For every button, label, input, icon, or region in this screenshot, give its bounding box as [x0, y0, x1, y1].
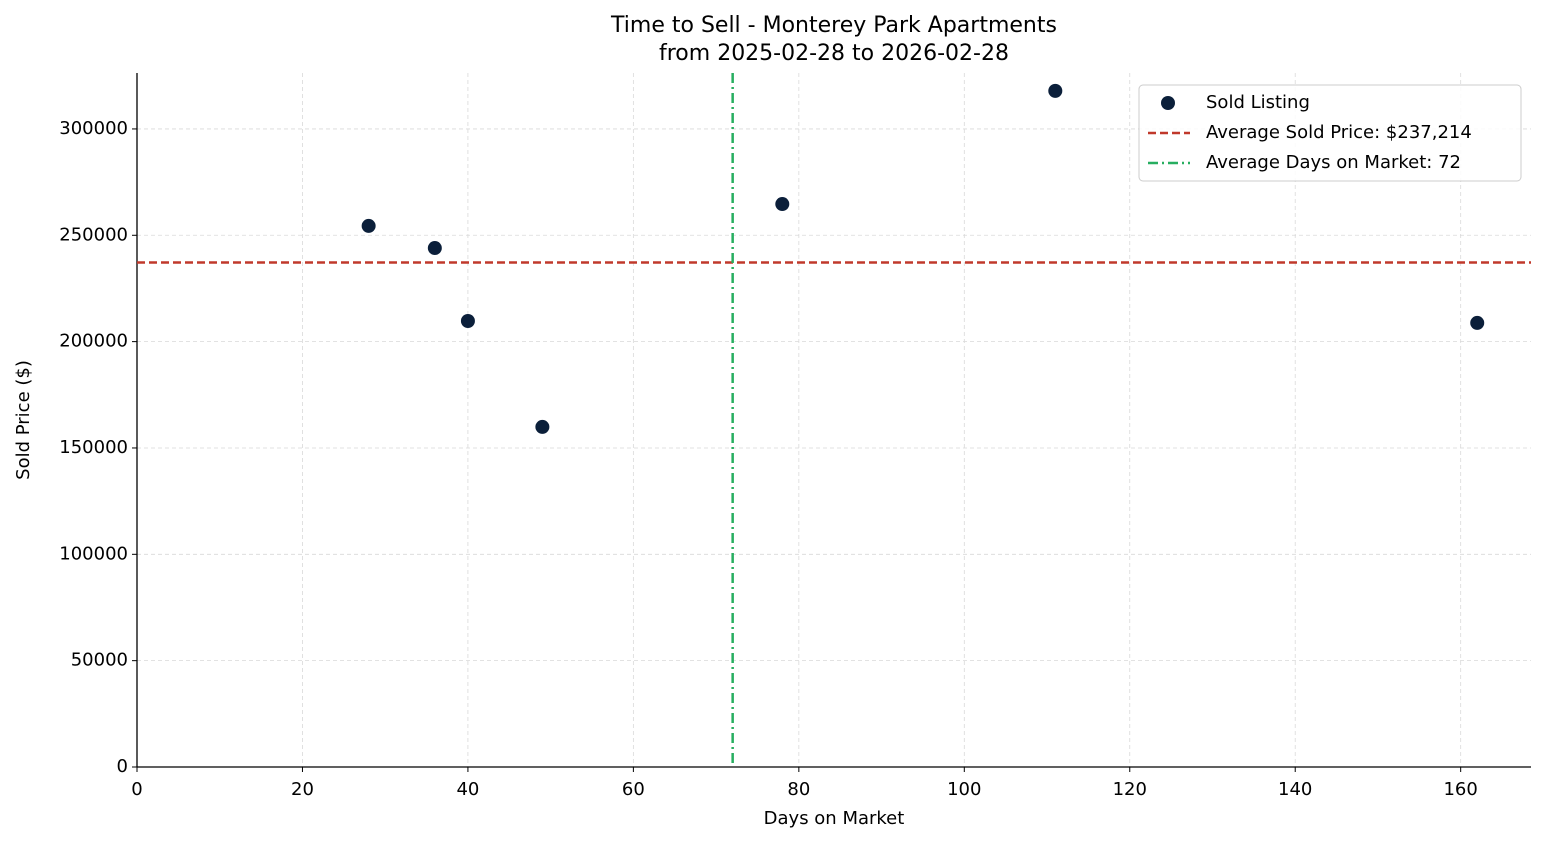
chart-subtitle: from 2025-02-28 to 2026-02-28	[659, 41, 1009, 66]
x-tick-label: 120	[1113, 779, 1147, 800]
y-tick-label: 0	[117, 756, 128, 777]
x-tick-label: 60	[622, 779, 645, 800]
x-axis-label: Days on Market	[764, 808, 905, 829]
y-axis-label: Sold Price ($)	[13, 360, 34, 480]
x-tick-label: 80	[787, 779, 810, 800]
data-point	[775, 197, 790, 212]
data-point	[1048, 83, 1063, 98]
y-tick-label: 250000	[59, 224, 128, 245]
legend-label: Sold Listing	[1206, 92, 1310, 113]
legend-marker	[1161, 96, 1175, 110]
x-tick-label: 100	[947, 779, 981, 800]
legend-box	[1138, 84, 1522, 182]
data-point	[427, 241, 442, 256]
y-tick-label: 150000	[59, 437, 128, 458]
y-tick-label: 200000	[59, 331, 128, 352]
data-point	[361, 218, 376, 233]
legend-label: Average Days on Market: 72	[1206, 152, 1461, 173]
legend-label: Average Sold Price: $237,214	[1206, 122, 1472, 143]
chart-title: Time to Sell - Monterey Park Apartments	[610, 13, 1057, 38]
y-tick-label: 300000	[59, 118, 128, 139]
y-tick-label: 50000	[71, 650, 128, 671]
x-tick-label: 140	[1278, 779, 1312, 800]
data-point	[1470, 315, 1485, 330]
x-tick-label: 0	[131, 779, 142, 800]
data-point	[535, 419, 550, 434]
x-tick-label: 40	[456, 779, 479, 800]
x-tick-label: 160	[1443, 779, 1477, 800]
y-tick-label: 100000	[59, 543, 128, 564]
x-tick-label: 20	[291, 779, 314, 800]
data-point	[460, 313, 475, 328]
